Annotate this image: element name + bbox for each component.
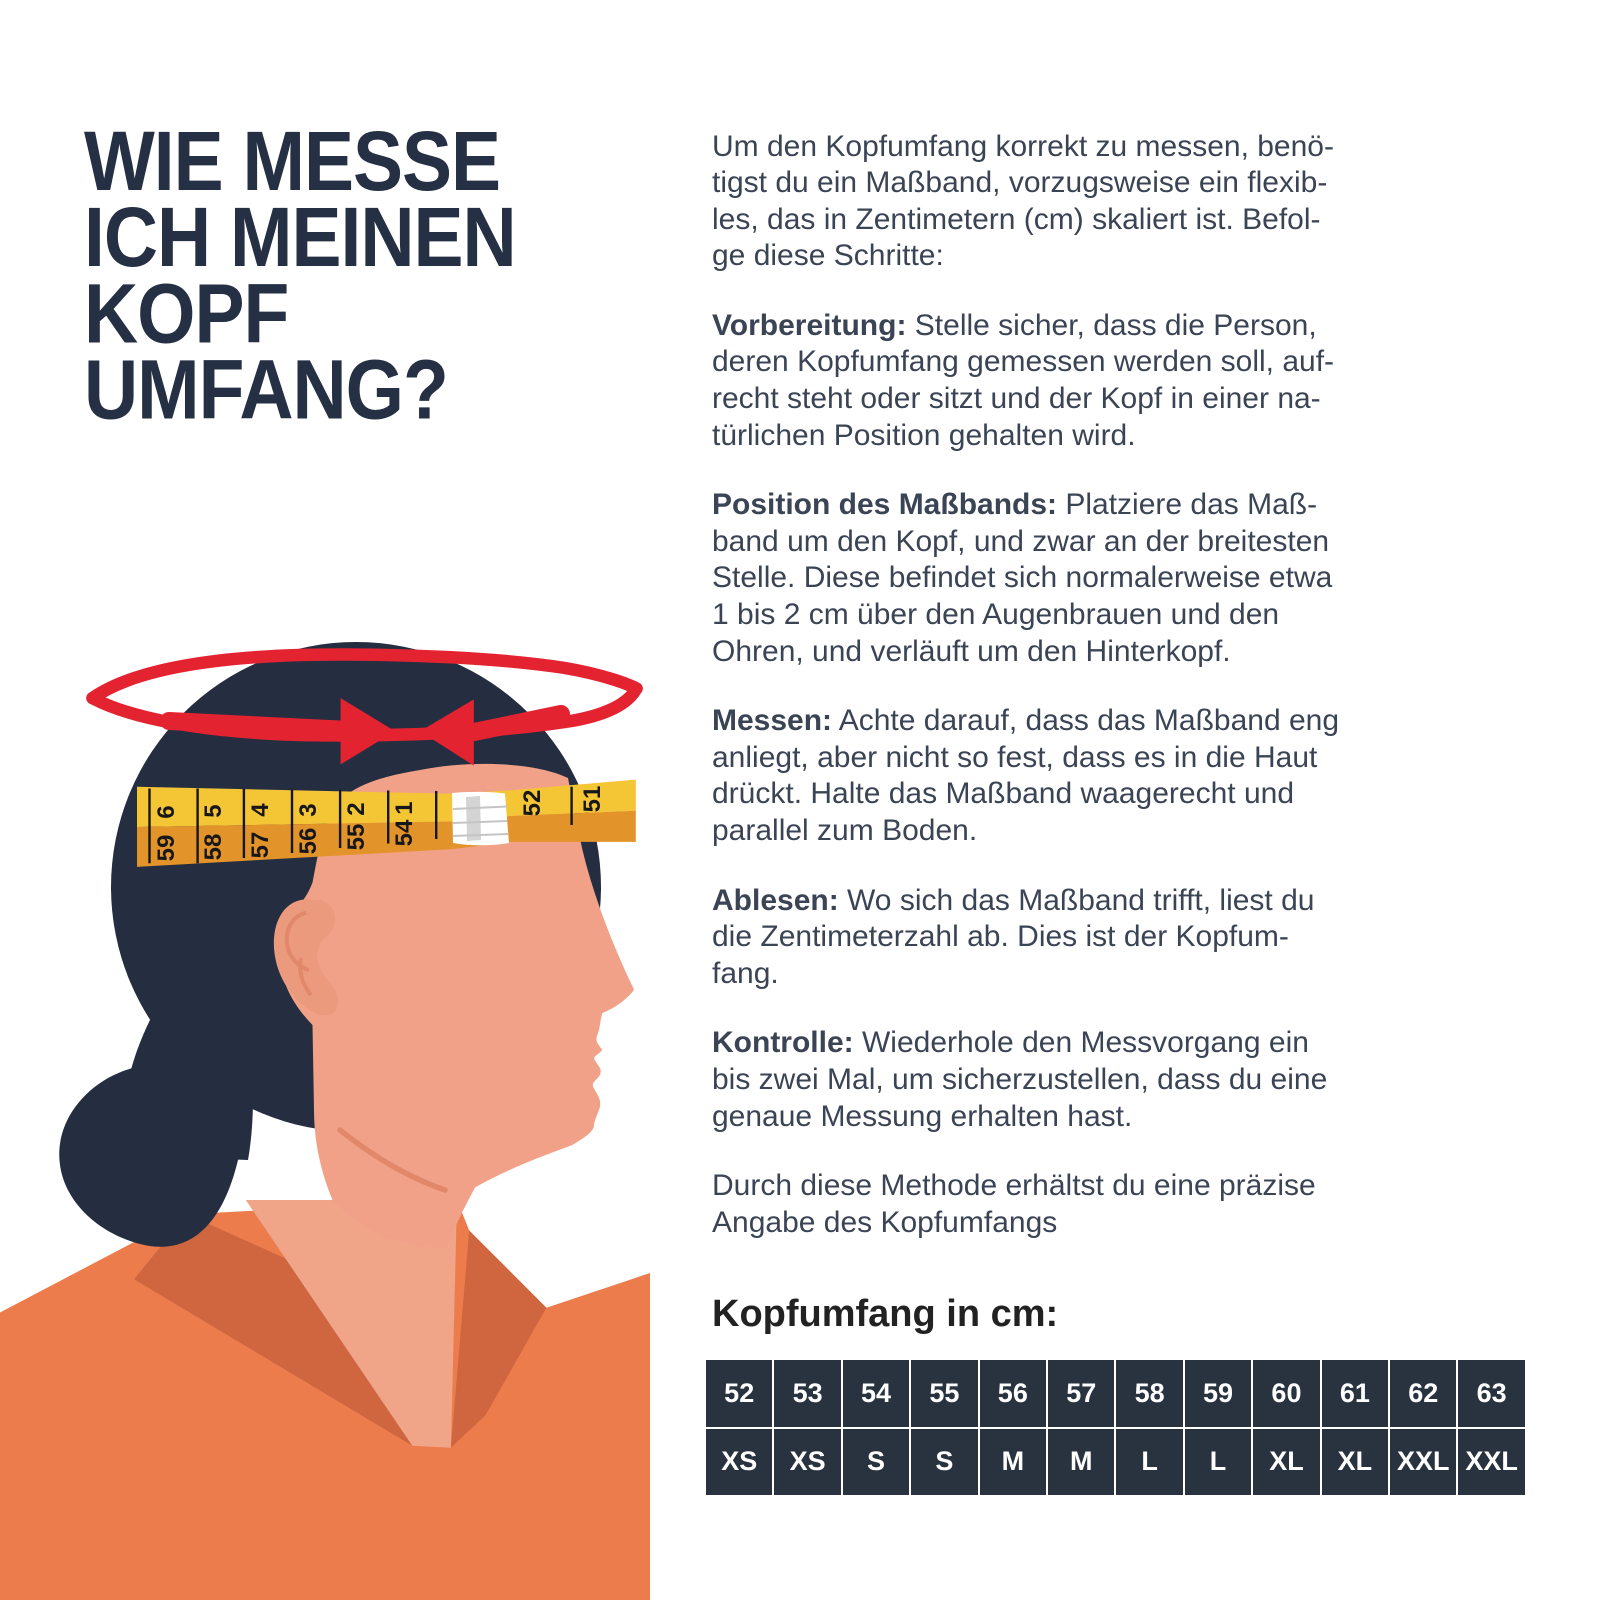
svg-text:55: 55 bbox=[343, 824, 370, 851]
svg-text:56: 56 bbox=[295, 828, 322, 855]
svg-text:51: 51 bbox=[579, 786, 606, 813]
svg-text:2: 2 bbox=[343, 802, 370, 815]
svg-text:5: 5 bbox=[200, 804, 227, 817]
svg-text:1: 1 bbox=[391, 801, 418, 814]
svg-text:57: 57 bbox=[247, 832, 274, 859]
svg-text:6: 6 bbox=[153, 805, 180, 818]
svg-text:58: 58 bbox=[200, 834, 227, 861]
svg-text:54: 54 bbox=[391, 819, 418, 846]
svg-text:59: 59 bbox=[153, 835, 180, 862]
svg-text:52: 52 bbox=[519, 790, 546, 817]
svg-text:3: 3 bbox=[295, 803, 322, 816]
svg-text:4: 4 bbox=[247, 803, 274, 817]
